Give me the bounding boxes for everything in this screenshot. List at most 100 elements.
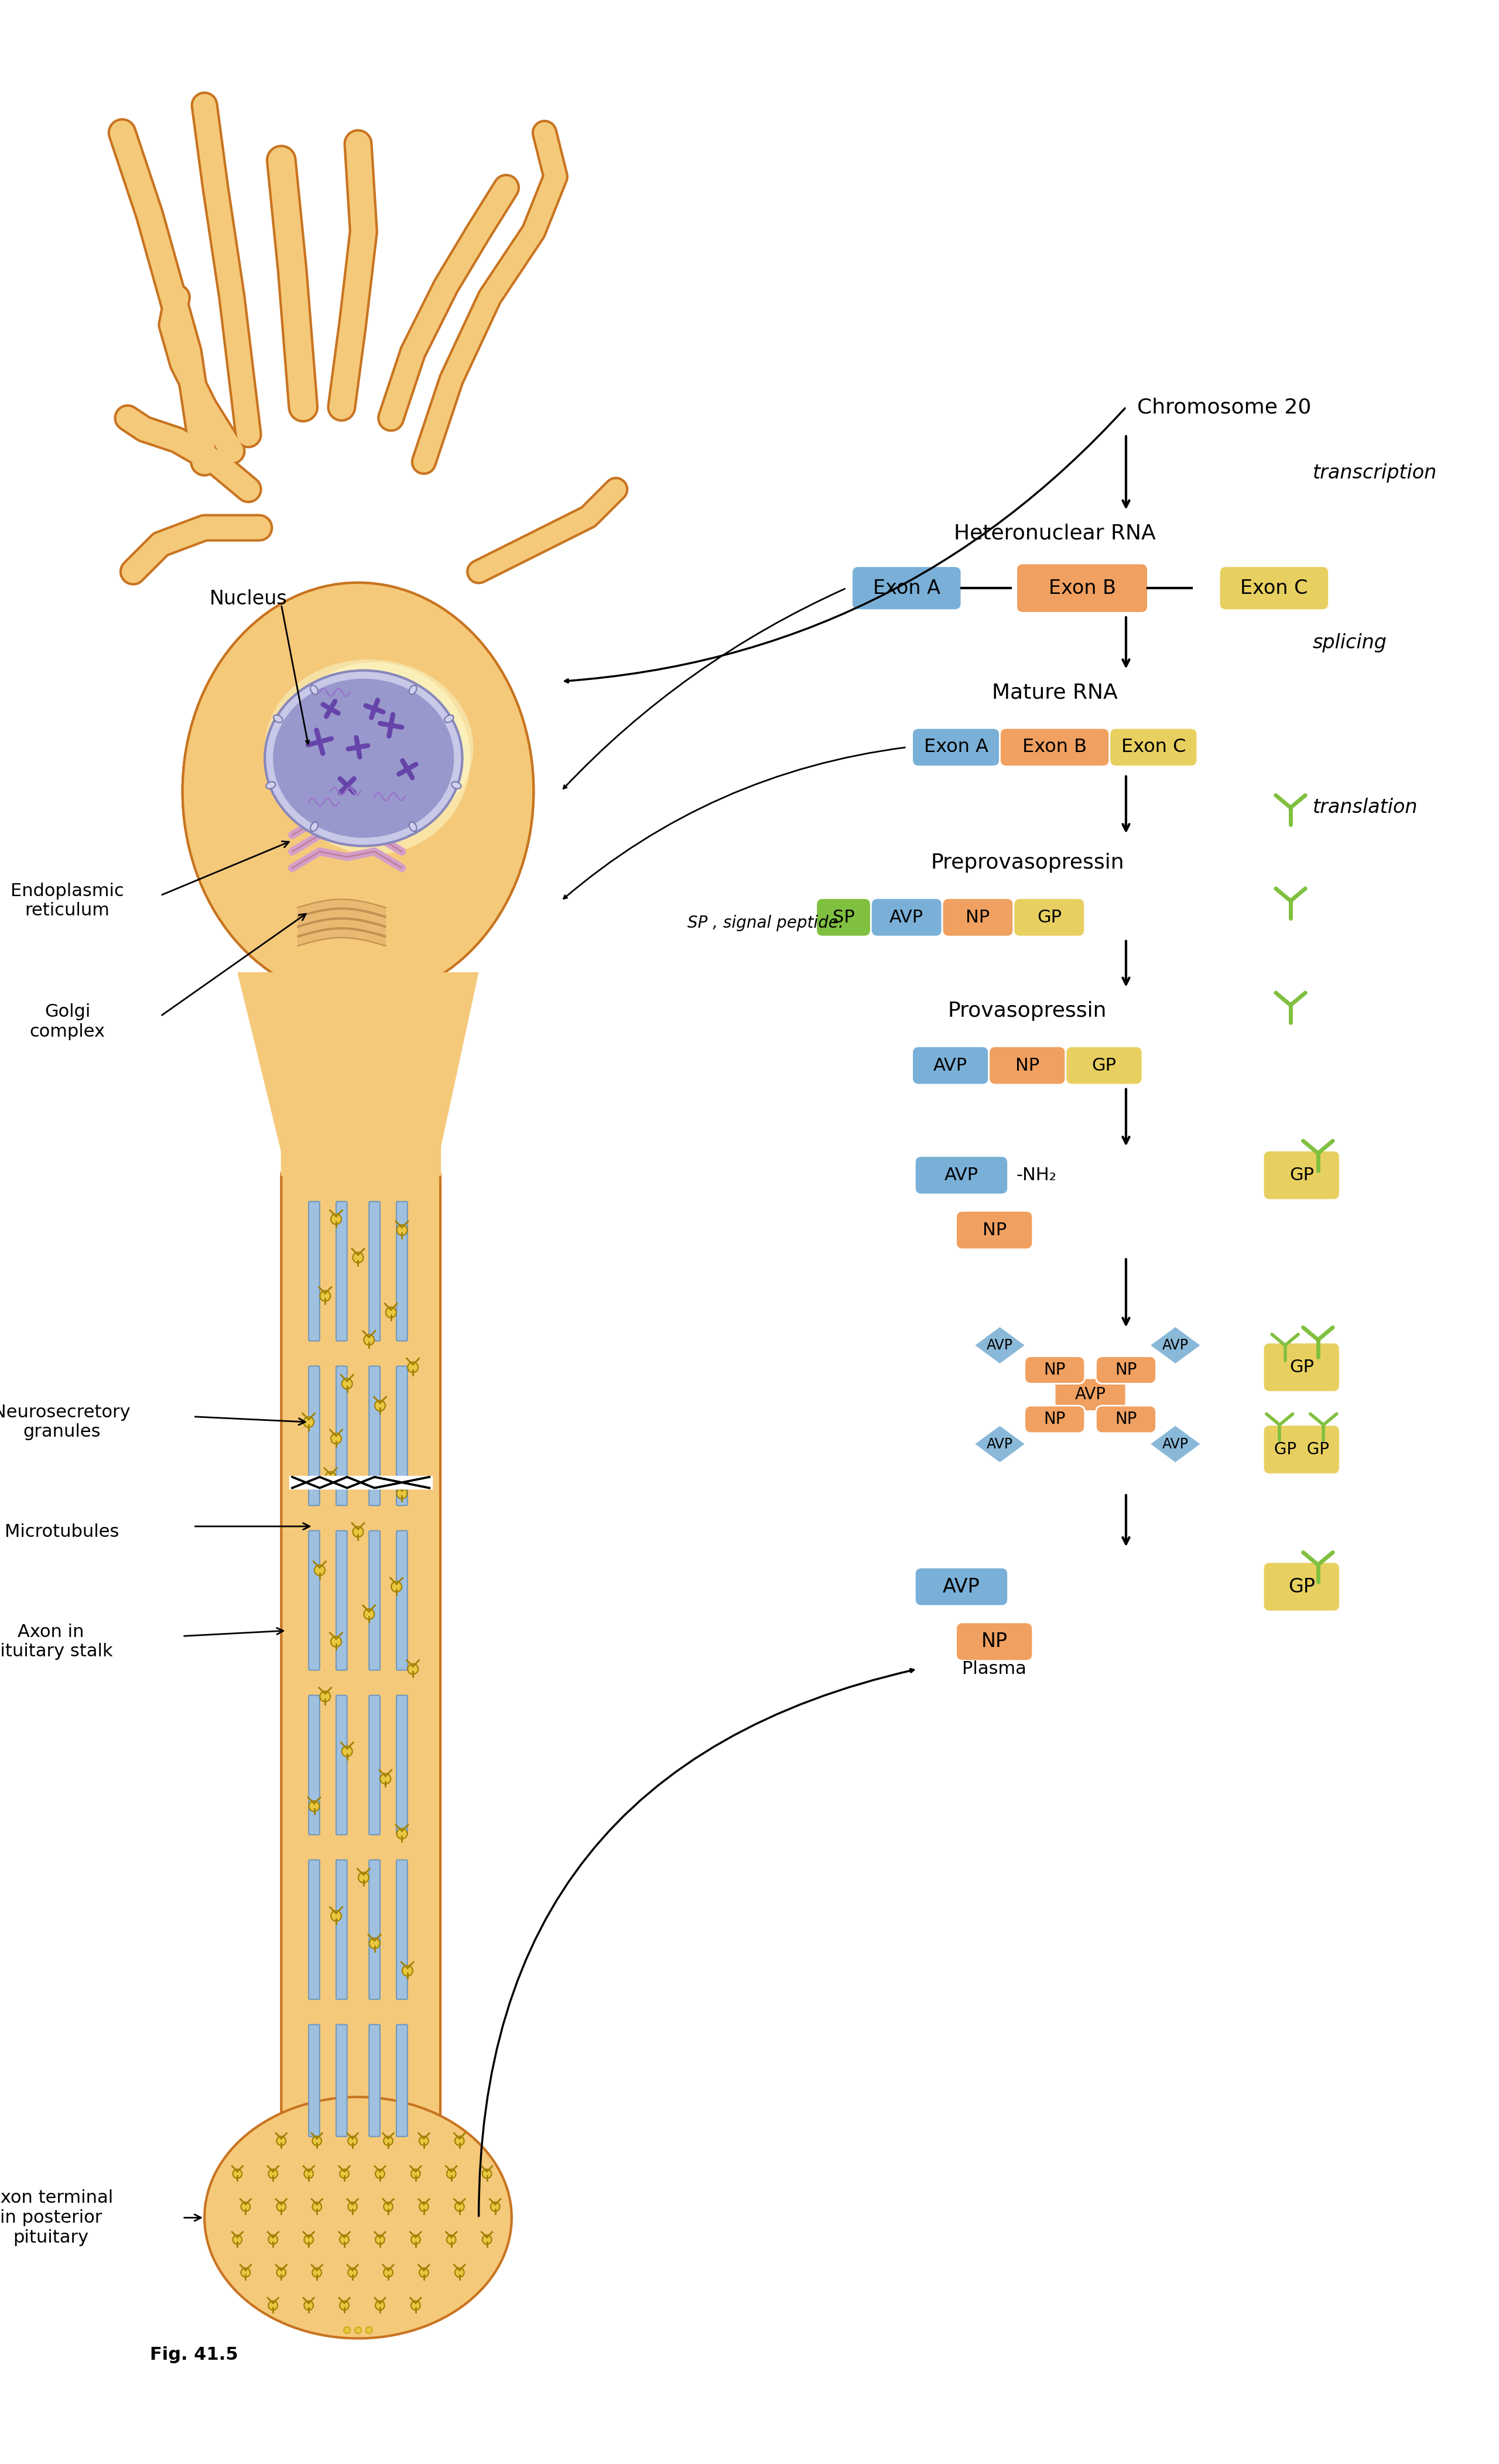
Circle shape bbox=[331, 1434, 342, 1444]
Ellipse shape bbox=[183, 582, 534, 1000]
Ellipse shape bbox=[451, 781, 462, 788]
Circle shape bbox=[328, 707, 333, 712]
Text: Nucleus: Nucleus bbox=[210, 589, 288, 609]
Circle shape bbox=[364, 1335, 375, 1345]
Circle shape bbox=[340, 2235, 349, 2245]
FancyBboxPatch shape bbox=[1016, 564, 1148, 614]
Ellipse shape bbox=[183, 582, 534, 1000]
FancyBboxPatch shape bbox=[309, 1202, 319, 1340]
Text: GP: GP bbox=[1289, 1358, 1313, 1375]
Circle shape bbox=[303, 1417, 313, 1427]
Circle shape bbox=[381, 1774, 391, 1784]
Circle shape bbox=[331, 1215, 342, 1225]
FancyBboxPatch shape bbox=[309, 1365, 319, 1506]
Text: Golgi
complex: Golgi complex bbox=[30, 1003, 105, 1040]
Text: splicing: splicing bbox=[1313, 633, 1387, 653]
Circle shape bbox=[342, 1377, 352, 1390]
FancyBboxPatch shape bbox=[1219, 567, 1330, 611]
Text: NP: NP bbox=[982, 1222, 1006, 1239]
FancyBboxPatch shape bbox=[1109, 727, 1198, 766]
Text: NP: NP bbox=[1115, 1363, 1136, 1377]
FancyBboxPatch shape bbox=[914, 1567, 1007, 1607]
Circle shape bbox=[348, 2267, 357, 2277]
FancyBboxPatch shape bbox=[336, 1695, 348, 1836]
Text: Fig. 41.5: Fig. 41.5 bbox=[150, 2346, 238, 2363]
Circle shape bbox=[384, 2267, 393, 2277]
Circle shape bbox=[490, 2203, 499, 2210]
FancyBboxPatch shape bbox=[336, 1530, 348, 1671]
Circle shape bbox=[352, 1252, 363, 1262]
Circle shape bbox=[483, 2235, 492, 2245]
Circle shape bbox=[348, 2136, 357, 2146]
Text: translation: translation bbox=[1313, 798, 1418, 818]
Text: Chromosome 20: Chromosome 20 bbox=[1136, 397, 1312, 416]
Circle shape bbox=[411, 2235, 420, 2245]
Text: NP: NP bbox=[1115, 1412, 1136, 1427]
FancyBboxPatch shape bbox=[1066, 1047, 1142, 1084]
FancyBboxPatch shape bbox=[309, 1695, 319, 1836]
Circle shape bbox=[319, 1291, 330, 1301]
FancyBboxPatch shape bbox=[396, 1365, 408, 1506]
FancyBboxPatch shape bbox=[336, 1365, 348, 1506]
Circle shape bbox=[241, 2203, 250, 2210]
Text: Heteronuclear RNA: Heteronuclear RNA bbox=[953, 522, 1156, 542]
Circle shape bbox=[343, 2326, 351, 2333]
Circle shape bbox=[366, 2326, 372, 2333]
FancyBboxPatch shape bbox=[309, 1530, 319, 1671]
Text: Provasopressin: Provasopressin bbox=[947, 1000, 1106, 1020]
FancyBboxPatch shape bbox=[815, 899, 871, 936]
FancyBboxPatch shape bbox=[956, 1621, 1033, 1661]
Circle shape bbox=[420, 2136, 429, 2146]
Text: NP: NP bbox=[1043, 1363, 1066, 1377]
Text: Exon A: Exon A bbox=[923, 739, 988, 756]
Ellipse shape bbox=[204, 2097, 511, 2338]
Circle shape bbox=[232, 2235, 241, 2245]
FancyBboxPatch shape bbox=[1024, 1355, 1085, 1385]
Ellipse shape bbox=[265, 660, 474, 835]
Ellipse shape bbox=[409, 685, 417, 695]
Circle shape bbox=[268, 2301, 277, 2311]
FancyBboxPatch shape bbox=[369, 1530, 379, 1671]
Circle shape bbox=[331, 1910, 342, 1922]
Circle shape bbox=[277, 2267, 286, 2277]
Circle shape bbox=[331, 1636, 342, 1646]
FancyBboxPatch shape bbox=[336, 1860, 348, 1998]
Circle shape bbox=[391, 1582, 402, 1592]
PathPatch shape bbox=[974, 1326, 1025, 1365]
Text: AVP: AVP bbox=[934, 1057, 967, 1074]
Circle shape bbox=[268, 2235, 277, 2245]
Circle shape bbox=[397, 1828, 408, 1838]
Circle shape bbox=[340, 2168, 349, 2178]
Text: AVP: AVP bbox=[943, 1577, 980, 1597]
Circle shape bbox=[358, 1873, 369, 1882]
Circle shape bbox=[304, 2235, 313, 2245]
Circle shape bbox=[372, 707, 376, 712]
Circle shape bbox=[304, 2168, 313, 2178]
FancyBboxPatch shape bbox=[369, 1695, 379, 1836]
Ellipse shape bbox=[265, 670, 462, 845]
FancyBboxPatch shape bbox=[336, 2025, 348, 2136]
Circle shape bbox=[411, 2301, 420, 2311]
Ellipse shape bbox=[445, 715, 454, 722]
Text: NP: NP bbox=[965, 909, 989, 926]
Text: AVP: AVP bbox=[986, 1437, 1013, 1451]
Text: Microtubules: Microtubules bbox=[4, 1523, 118, 1540]
Circle shape bbox=[319, 1690, 330, 1703]
FancyBboxPatch shape bbox=[396, 1860, 408, 1998]
FancyBboxPatch shape bbox=[956, 1210, 1033, 1249]
PathPatch shape bbox=[1150, 1326, 1201, 1365]
FancyBboxPatch shape bbox=[1013, 899, 1085, 936]
Ellipse shape bbox=[310, 823, 318, 830]
FancyBboxPatch shape bbox=[396, 1202, 408, 1340]
Circle shape bbox=[325, 1471, 336, 1483]
Ellipse shape bbox=[310, 685, 318, 695]
Text: Exon C: Exon C bbox=[1240, 579, 1309, 599]
FancyBboxPatch shape bbox=[1000, 727, 1109, 766]
FancyBboxPatch shape bbox=[1055, 1377, 1126, 1412]
Circle shape bbox=[352, 1528, 363, 1538]
FancyBboxPatch shape bbox=[1096, 1355, 1156, 1385]
Circle shape bbox=[355, 744, 360, 749]
Text: transcription: transcription bbox=[1313, 463, 1436, 483]
Circle shape bbox=[375, 2301, 385, 2311]
Circle shape bbox=[402, 1966, 412, 1976]
